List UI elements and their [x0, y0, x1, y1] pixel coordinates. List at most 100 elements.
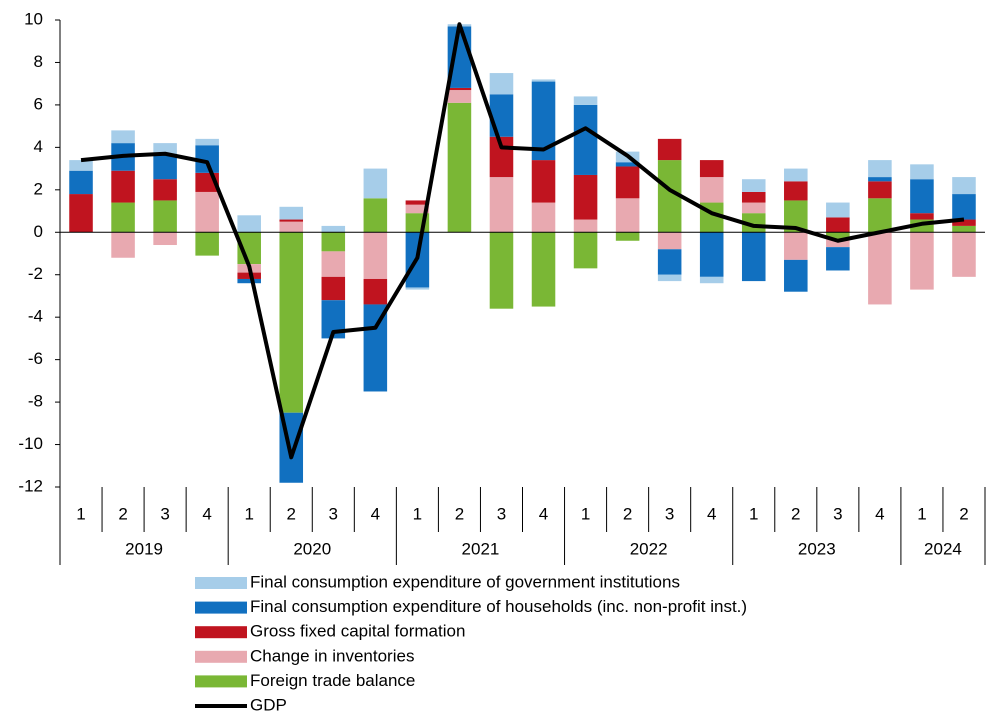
- bar-segment: [111, 170, 135, 203]
- x-tick-label: 1: [76, 504, 85, 523]
- bar-segment: [489, 94, 514, 137]
- bar-segment: [111, 202, 135, 233]
- bar-segment: [868, 181, 892, 199]
- bar-segment: [699, 232, 724, 277]
- x-tick-label: 2: [623, 504, 632, 523]
- x-tick-label: 3: [665, 504, 674, 523]
- x-tick-label: 1: [917, 504, 926, 523]
- x-tick-label: 4: [707, 504, 716, 523]
- legend-swatch: [195, 650, 247, 663]
- legend-label: GDP: [250, 695, 287, 711]
- bar-segment: [363, 304, 388, 392]
- bar-segment: [279, 206, 304, 220]
- y-tick-label: -6: [28, 349, 43, 368]
- bar-segment: [363, 232, 388, 279]
- bar-segment: [573, 219, 598, 233]
- bar-segment: [657, 138, 682, 161]
- bar-segment: [952, 219, 976, 226]
- bar-segment: [321, 300, 346, 339]
- bar-segment: [784, 232, 808, 260]
- bar-segment: [363, 168, 388, 199]
- bar-segment: [573, 174, 598, 220]
- bar-segment: [531, 232, 556, 307]
- bar-segment: [195, 145, 219, 173]
- bar-segment: [615, 232, 640, 241]
- bar-segment: [195, 138, 219, 146]
- bar-segment: [69, 160, 93, 171]
- year-label: 2023: [798, 539, 836, 558]
- bar-segment: [699, 160, 724, 178]
- bar-segment: [741, 202, 766, 214]
- bar-segment: [952, 232, 976, 277]
- y-tick-label: 2: [34, 179, 43, 198]
- legend-swatch: [195, 601, 247, 614]
- bar-segment: [826, 202, 850, 218]
- bar-segment: [489, 73, 514, 95]
- bar-segment: [868, 198, 892, 233]
- bar-segment: [321, 251, 346, 277]
- bar-segment: [279, 232, 304, 413]
- bar-segment: [573, 232, 598, 269]
- y-tick-label: 0: [34, 222, 43, 241]
- x-tick-label: 4: [202, 504, 211, 523]
- gdp-line: [80, 22, 965, 460]
- x-tick-label: 2: [287, 504, 296, 523]
- x-tick-label: 2: [118, 504, 127, 523]
- bar-segment: [531, 202, 556, 233]
- year-label: 2024: [924, 539, 962, 558]
- bar-segment: [615, 162, 640, 167]
- y-tick-label: -12: [18, 476, 43, 495]
- legend-label: Final consumption expenditure of househo…: [250, 597, 747, 616]
- bar-segment: [910, 232, 934, 290]
- bar-segment: [111, 232, 135, 258]
- y-tick-label: 8: [34, 52, 43, 71]
- legend-swatch: [195, 577, 247, 589]
- x-tick-label: 4: [875, 504, 884, 523]
- bar-segment: [195, 232, 219, 256]
- year-label: 2022: [630, 539, 668, 558]
- x-tick-label: 1: [749, 504, 758, 523]
- bar-segment: [447, 87, 472, 91]
- bar-segment: [952, 194, 976, 220]
- bar-segment: [279, 219, 304, 222]
- bar-segment: [237, 278, 261, 284]
- bar-segment: [952, 177, 976, 195]
- bar-segment: [405, 200, 430, 205]
- bar-segment: [784, 200, 808, 233]
- bar-segment: [615, 198, 640, 233]
- year-label: 2019: [125, 539, 163, 558]
- bar-segment: [153, 232, 177, 246]
- y-tick-label: 10: [24, 9, 43, 28]
- bar-segment: [363, 198, 388, 233]
- bar-segment: [910, 213, 934, 220]
- bar-segment: [489, 177, 514, 233]
- bar-segment: [573, 96, 598, 105]
- bar-segment: [531, 160, 556, 203]
- bar-segment: [489, 232, 514, 309]
- bar-segment: [657, 249, 682, 275]
- x-tick-label: 1: [244, 504, 253, 523]
- bar-segment: [363, 278, 388, 305]
- x-tick-label: 3: [497, 504, 506, 523]
- bar-segment: [321, 232, 346, 252]
- bar-segment: [153, 153, 177, 180]
- legend-label: Change in inventories: [250, 646, 414, 665]
- bar-segment: [699, 177, 724, 203]
- bar-segment: [784, 168, 808, 182]
- x-tick-label: 3: [833, 504, 842, 523]
- bar-segment: [69, 170, 93, 195]
- x-tick-label: 2: [455, 504, 464, 523]
- year-label: 2021: [462, 539, 500, 558]
- x-tick-label: 4: [539, 504, 548, 523]
- bar-segment: [910, 179, 934, 214]
- bar-segment: [279, 221, 304, 233]
- legend-label: Gross fixed capital formation: [250, 622, 465, 641]
- x-tick-label: 2: [959, 504, 968, 523]
- year-label: 2020: [293, 539, 331, 558]
- bar-segment: [868, 232, 892, 305]
- y-tick-label: -2: [28, 264, 43, 283]
- bar-segment: [657, 160, 682, 233]
- bar-segment: [153, 179, 177, 201]
- bar-segment: [237, 215, 261, 233]
